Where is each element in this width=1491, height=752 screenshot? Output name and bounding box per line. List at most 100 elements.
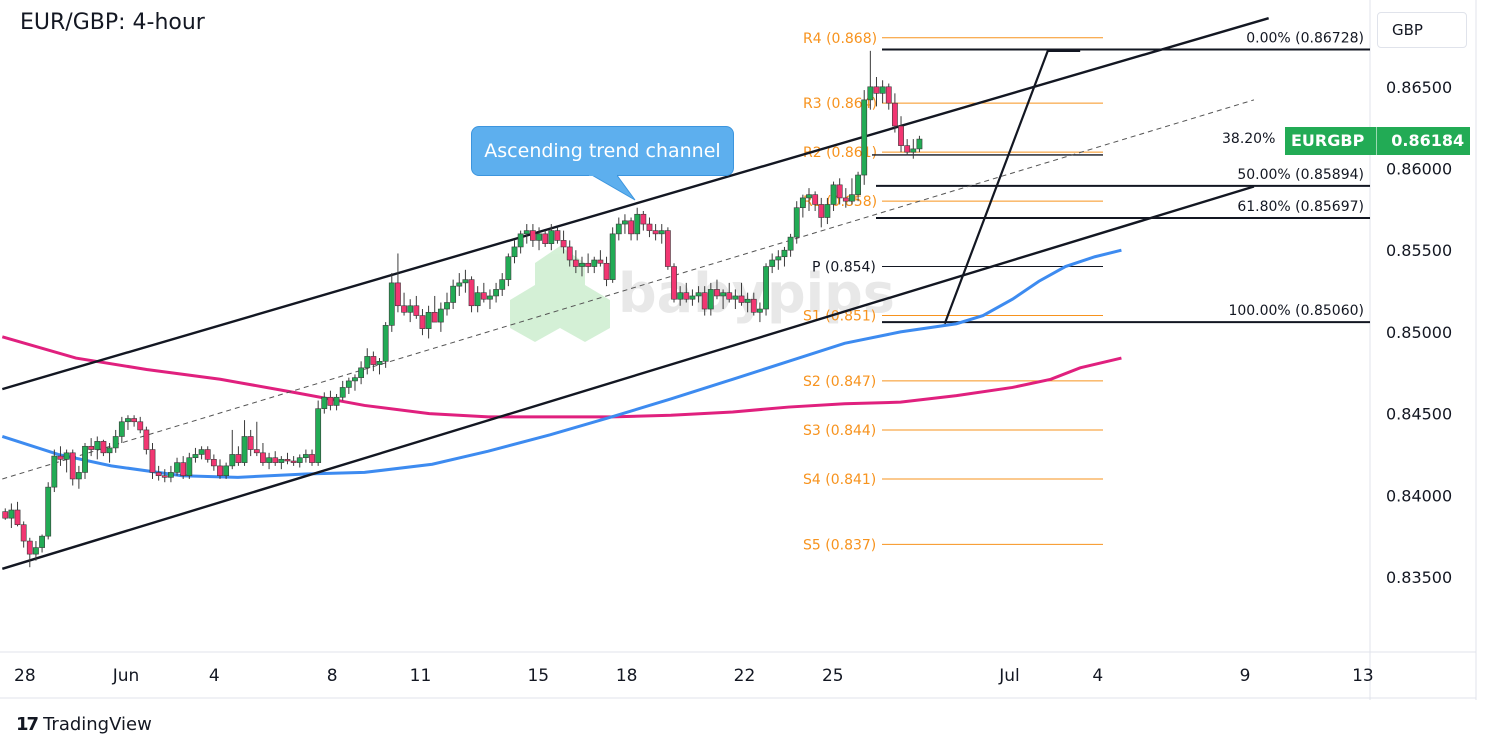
candle-body <box>278 459 285 463</box>
candle <box>499 273 506 296</box>
candle-body <box>8 509 15 519</box>
candle-body <box>235 454 242 463</box>
candle <box>431 295 438 323</box>
candle <box>321 392 328 414</box>
candle <box>842 188 849 208</box>
candle <box>75 465 82 489</box>
tradingview-logo[interactable]: 17 TradingView <box>16 714 152 735</box>
candle <box>125 415 131 430</box>
pivot-label: R4 (0.868) <box>803 31 877 47</box>
candle-body <box>707 289 714 310</box>
candle <box>732 289 739 310</box>
candle <box>345 377 352 394</box>
candle-body <box>499 279 506 290</box>
callout-pointer <box>589 174 636 201</box>
candle-body <box>161 475 168 478</box>
candle <box>260 443 266 466</box>
candle <box>388 273 395 332</box>
candle-body <box>849 194 855 202</box>
tradingview-logo-icon: 17 <box>16 714 39 735</box>
candle <box>885 83 892 110</box>
candle-body <box>290 460 297 463</box>
candle <box>33 541 39 561</box>
time-tick-label: Jun <box>112 666 140 686</box>
candle-body <box>450 285 457 303</box>
pivot-label: S2 (0.847) <box>803 374 876 390</box>
candle-body <box>855 174 861 195</box>
watermark-text: babypips <box>618 262 895 325</box>
candle-body <box>327 396 334 406</box>
time-tick-label: 28 <box>14 666 36 686</box>
candle-body <box>701 292 708 310</box>
candle <box>413 295 420 319</box>
candle-body <box>69 452 76 480</box>
time-tick-label: 4 <box>209 666 220 686</box>
candle-body <box>462 279 469 284</box>
candle-body <box>536 233 542 241</box>
candle-body <box>247 436 254 450</box>
candle <box>812 191 819 211</box>
candle <box>192 447 199 463</box>
candle-body <box>744 298 751 303</box>
candle-body <box>799 197 806 209</box>
candle <box>818 197 825 228</box>
fib-label: 61.80% (0.85697) <box>1237 199 1364 215</box>
candle-body <box>125 418 131 423</box>
fib-swing-line <box>943 49 1081 325</box>
candle-body <box>63 452 70 460</box>
candle-body <box>382 325 389 362</box>
price-tick-label: 0.86500 <box>1386 78 1452 97</box>
candle-body <box>333 396 340 406</box>
candle-body <box>364 356 371 369</box>
candle <box>505 253 512 287</box>
candle <box>137 416 144 434</box>
candle <box>468 276 475 313</box>
price-axis[interactable]: 0.83500 0.84000 0.84500 0.85000 0.85500 0.860… <box>1386 78 1452 587</box>
candlesticks <box>2 50 923 568</box>
candle <box>597 250 604 267</box>
candle <box>444 292 450 316</box>
candle-body <box>818 204 825 218</box>
ma-fast-line <box>1 248 1122 479</box>
candle <box>714 279 720 300</box>
candle <box>891 93 898 133</box>
candle-body <box>309 454 315 463</box>
candle-body <box>879 86 886 94</box>
candle-body <box>260 452 266 463</box>
candle <box>560 230 567 254</box>
candle <box>278 456 285 470</box>
pivot-label: R3 (0.864) <box>803 96 877 112</box>
candle <box>131 415 137 427</box>
time-tick-label: 11 <box>410 666 432 686</box>
candle-body <box>315 408 322 463</box>
currency-selector[interactable]: GBP <box>1377 12 1467 48</box>
candle <box>511 240 518 264</box>
fib-label: 50.00% (0.85894) <box>1237 167 1364 183</box>
time-axis[interactable]: 28 Jun 4 8 11 15 18 22 25 Jul 4 9 13 <box>14 666 1374 686</box>
candle <box>542 230 549 247</box>
candle <box>683 282 690 303</box>
candle-body <box>806 194 812 199</box>
candle-body <box>493 289 499 297</box>
trend-channel-callout: Ascending trend channel <box>471 126 734 176</box>
candle-body <box>658 230 665 235</box>
candle-body <box>425 311 432 329</box>
candle-body <box>542 233 549 244</box>
candle-body <box>437 308 444 323</box>
candle <box>781 246 788 267</box>
candle <box>315 400 322 466</box>
candle <box>94 436 101 460</box>
candle-body <box>272 457 279 463</box>
candle <box>867 50 874 110</box>
last-price-tag: EURGBP 0.86184 <box>1285 127 1470 155</box>
candle <box>339 380 346 401</box>
candle <box>474 286 481 313</box>
candle <box>253 421 260 457</box>
candle <box>333 393 340 411</box>
candle-body <box>891 102 898 127</box>
candle-body <box>480 292 487 300</box>
fibonacci-levels: 0.00% (0.86728) 38.20% 50.00% (0.85894) 61.… <box>872 31 1370 324</box>
time-tick-label: 25 <box>822 666 844 686</box>
candle <box>793 201 800 244</box>
